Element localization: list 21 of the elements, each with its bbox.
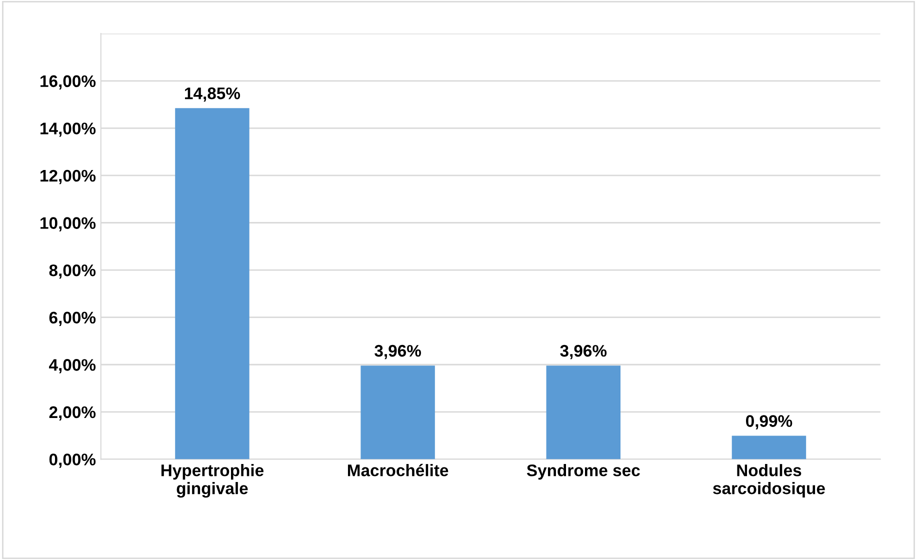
y-tick-label: 6,00% <box>49 312 96 326</box>
x-tick-label: Nodules sarcoidosique <box>713 464 825 498</box>
y-tick-label: 8,00% <box>49 264 96 279</box>
bar <box>175 108 250 460</box>
y-tick-label: 16,00% <box>40 75 96 90</box>
y-tick-label: 2,00% <box>49 406 96 421</box>
y-tick-label: 14,00% <box>40 122 96 137</box>
bar <box>732 436 806 460</box>
y-tick-label: 10,00% <box>40 217 96 232</box>
bar <box>546 366 621 460</box>
data-label: 3,96% <box>374 344 421 360</box>
y-tick-label: 12,00% <box>40 170 96 184</box>
x-tick-label: Syndrome sec <box>526 464 640 480</box>
x-tick-label: Macrochélite <box>348 464 448 476</box>
y-tick-label: 4,00% <box>49 359 96 374</box>
x-tick-label: Hypertrophie gingivale <box>161 464 264 498</box>
y-tick-label: 0,00% <box>49 454 96 468</box>
bar <box>360 366 435 460</box>
data-label: 3,96% <box>560 344 607 360</box>
data-label: 0,99% <box>746 415 792 430</box>
data-label: 14,85% <box>185 87 240 102</box>
